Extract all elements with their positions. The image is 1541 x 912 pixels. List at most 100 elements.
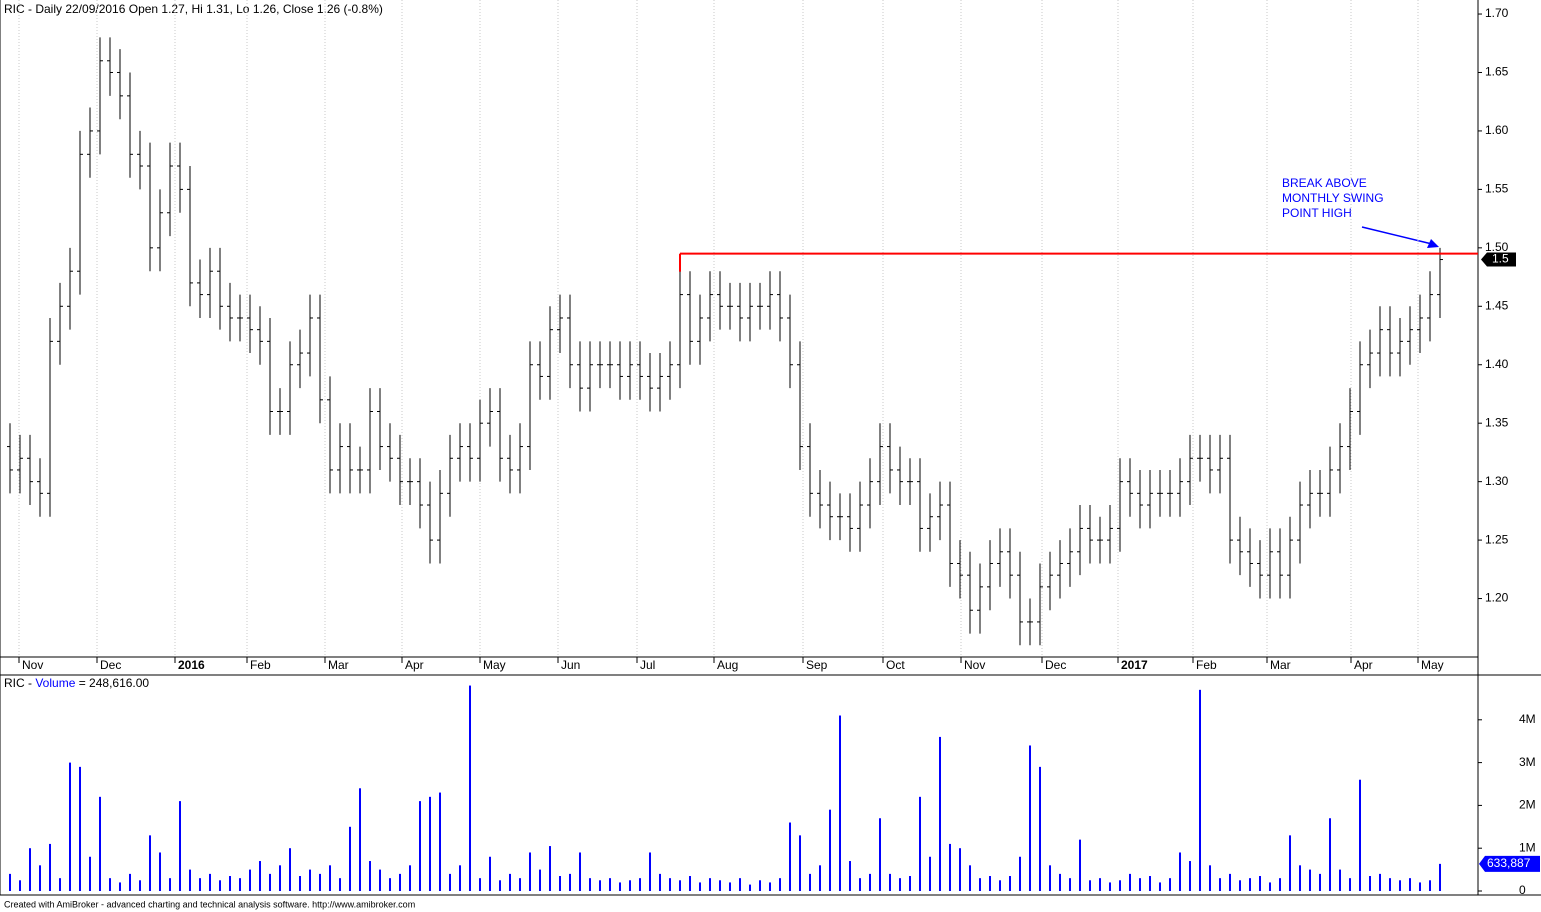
- x-tick-label: May: [1421, 658, 1444, 672]
- volume-bar: [1289, 835, 1291, 891]
- volume-bar: [1299, 865, 1301, 891]
- volume-bar: [1399, 880, 1401, 891]
- volume-bar: [1009, 876, 1011, 891]
- volume-bar: [1079, 839, 1081, 891]
- volume-bar: [739, 878, 741, 891]
- volume-bar: [1039, 766, 1041, 891]
- volume-bar: [719, 880, 721, 891]
- volume-bar: [1369, 876, 1371, 891]
- volume-bar: [949, 843, 951, 891]
- volume-bar: [669, 878, 671, 891]
- volume-bar: [979, 878, 981, 891]
- volume-bar: [919, 796, 921, 891]
- annotation: MONTHLY SWING: [1282, 191, 1384, 205]
- volume-bar: [1179, 852, 1181, 891]
- volume-bar: [219, 880, 221, 891]
- volume-bar: [779, 878, 781, 891]
- volume-bar: [729, 882, 731, 891]
- volume-bar: [599, 880, 601, 891]
- volume-bar: [309, 869, 311, 891]
- volume-bar: [299, 876, 301, 891]
- volume-bar: [289, 848, 291, 891]
- volume-bar: [419, 801, 421, 891]
- volume-bar: [939, 736, 941, 891]
- x-tick-label: Oct: [886, 658, 905, 672]
- volume-bar: [99, 796, 101, 891]
- volume-bar: [789, 822, 791, 891]
- x-tick-label: Jun: [561, 658, 580, 672]
- volume-bar: [19, 880, 21, 891]
- volume-bar: [1169, 878, 1171, 891]
- volume-bar: [1199, 689, 1201, 891]
- volume-bar: [1279, 878, 1281, 891]
- x-tick-label: Dec: [100, 658, 121, 672]
- volume-bar: [1249, 878, 1251, 891]
- volume-bar: [79, 766, 81, 891]
- y-tick-label: 1.65: [1485, 65, 1509, 79]
- volume-bar: [1409, 878, 1411, 891]
- last-volume-box: [1479, 855, 1540, 872]
- volume-bar: [59, 878, 61, 891]
- volume-bar: [319, 873, 321, 891]
- volume-bar: [1339, 869, 1341, 891]
- y-tick-label: 1.40: [1485, 357, 1509, 371]
- x-tick-label: May: [483, 658, 506, 672]
- volume-bar: [69, 762, 71, 891]
- volume-bar: [349, 826, 351, 891]
- volume-bar: [149, 835, 151, 891]
- volume-bar: [1419, 882, 1421, 891]
- volume-bar: [1089, 880, 1091, 891]
- volume-bar: [369, 861, 371, 891]
- x-tick-label: 2017: [1121, 658, 1148, 672]
- volume-bar: [39, 865, 41, 891]
- x-tick-label: Jul: [640, 658, 655, 672]
- annotation: POINT HIGH: [1282, 206, 1352, 220]
- y-tick-label: 1.45: [1485, 298, 1509, 312]
- volume-title: RIC - Volume = 248,616.00: [4, 676, 149, 690]
- volume-bar: [679, 880, 681, 891]
- volume-bar: [409, 865, 411, 891]
- volume-bar: [1389, 878, 1391, 891]
- volume-bar: [329, 865, 331, 891]
- y-tick-label: 1.70: [1485, 6, 1509, 20]
- volume-bar: [609, 878, 611, 891]
- volume-bar: [1229, 873, 1231, 891]
- y-tick-label: 1M: [1519, 840, 1536, 854]
- volume-bar: [229, 876, 231, 891]
- volume-bar: [479, 878, 481, 891]
- volume-bar: [199, 878, 201, 891]
- volume-bar: [1149, 876, 1151, 891]
- y-tick-label: 1.30: [1485, 474, 1509, 488]
- volume-bar: [429, 796, 431, 891]
- volume-bar: [109, 878, 111, 891]
- volume-bar: [1379, 873, 1381, 891]
- volume-bar: [259, 861, 261, 891]
- volume-bar: [1019, 856, 1021, 891]
- volume-bar: [9, 873, 11, 891]
- volume-bar: [769, 882, 771, 891]
- volume-bar: [1129, 873, 1131, 891]
- volume-bar: [999, 880, 1001, 891]
- x-tick-label: Aug: [717, 658, 738, 672]
- volume-bar: [549, 846, 551, 891]
- volume-bar: [269, 873, 271, 891]
- x-tick-label: Feb: [250, 658, 271, 672]
- volume-bar: [1059, 873, 1061, 891]
- x-tick-label: Mar: [1270, 658, 1291, 672]
- volume-bar: [209, 873, 211, 891]
- last-price-box: [1481, 252, 1516, 267]
- volume-bar: [49, 843, 51, 891]
- volume-bar: [89, 856, 91, 891]
- volume-bar: [359, 788, 361, 891]
- volume-bar: [459, 865, 461, 891]
- volume-bar: [809, 873, 811, 891]
- volume-bar: [129, 873, 131, 891]
- volume-bar: [1259, 876, 1261, 891]
- x-tick-label: Apr: [405, 658, 424, 672]
- volume-bar: [179, 801, 181, 891]
- volume-bar: [849, 861, 851, 891]
- volume-bar: [1269, 882, 1271, 891]
- volume-bar: [29, 848, 31, 891]
- y-tick-label: 1.25: [1485, 532, 1509, 546]
